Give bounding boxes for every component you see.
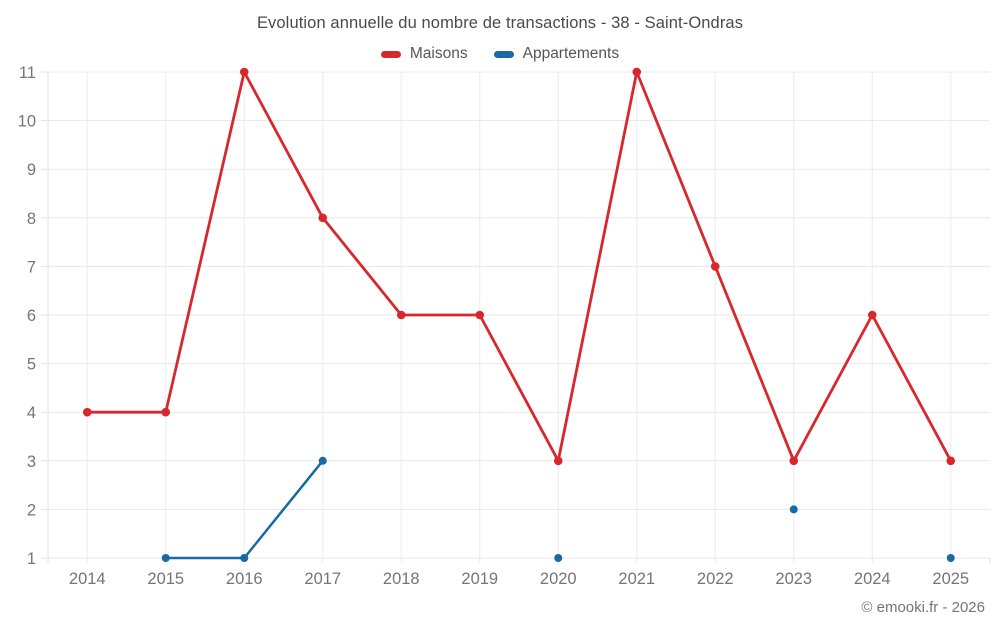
maisons-legend-swatch-icon: [380, 50, 401, 58]
data-point-maisons-2021[interactable]: [632, 67, 642, 77]
data-point-appartements-2023[interactable]: [789, 505, 798, 514]
y-axis-label: 6: [27, 307, 36, 325]
data-point-maisons-2018[interactable]: [396, 310, 406, 320]
x-axis-label: 2022: [697, 570, 734, 588]
y-axis-label: 1: [27, 550, 36, 568]
data-point-appartements-2015[interactable]: [161, 554, 170, 562]
x-axis-label: 2015: [147, 570, 184, 588]
appartements-legend-swatch-icon: [493, 50, 514, 58]
x-axis-label: 2016: [226, 570, 263, 588]
data-point-maisons-2015[interactable]: [161, 407, 171, 417]
x-axis-label: 2021: [618, 570, 655, 588]
legend-item-appartements[interactable]: Appartements: [493, 45, 620, 63]
legend-label-appartements: Appartements: [522, 45, 620, 62]
data-point-appartements-2025[interactable]: [946, 554, 955, 562]
y-axis-label: 3: [27, 453, 36, 471]
y-axis-label: 10: [18, 113, 36, 131]
x-axis-label: 2023: [775, 570, 812, 588]
legend-item-maisons[interactable]: Maisons: [380, 45, 468, 63]
data-point-maisons-2025[interactable]: [946, 456, 956, 466]
y-axis-label: 7: [27, 258, 36, 276]
data-point-appartements-2016[interactable]: [240, 554, 249, 562]
data-point-appartements-2017[interactable]: [318, 456, 327, 465]
y-axis-label: 2: [27, 501, 36, 519]
y-axis-label: 5: [27, 356, 36, 374]
x-axis-label: 2019: [461, 570, 498, 588]
series-line-maisons: [85, 70, 953, 463]
copyright-notice: © emooki.fr - 2026: [861, 599, 985, 616]
x-axis-label: 2024: [854, 570, 891, 588]
y-axis-label: 8: [27, 210, 36, 228]
data-point-maisons-2019[interactable]: [475, 310, 485, 320]
data-point-maisons-2023[interactable]: [789, 456, 799, 466]
data-point-maisons-2016[interactable]: [239, 67, 249, 77]
x-axis-label: 2014: [69, 570, 106, 588]
data-point-appartements-2020[interactable]: [554, 554, 563, 562]
data-point-maisons-2024[interactable]: [867, 310, 877, 320]
y-axis-label: 11: [19, 64, 36, 82]
x-axis-label: 2025: [932, 570, 969, 588]
data-point-maisons-2020[interactable]: [553, 456, 563, 466]
data-point-maisons-2017[interactable]: [318, 213, 328, 223]
y-axis-label: 9: [27, 161, 36, 179]
x-axis-label: 2018: [383, 570, 420, 588]
data-point-maisons-2014[interactable]: [82, 407, 92, 417]
chart-title: Evolution annuelle du nombre de transact…: [256, 14, 744, 32]
x-axis-label: 2017: [304, 570, 341, 588]
x-axis-label: 2020: [540, 570, 577, 588]
chart-legend: Maisons Appartements: [0, 45, 1000, 63]
y-axis-label: 4: [27, 404, 36, 422]
legend-label-maisons: Maisons: [409, 45, 468, 62]
data-point-maisons-2022[interactable]: [710, 262, 720, 271]
